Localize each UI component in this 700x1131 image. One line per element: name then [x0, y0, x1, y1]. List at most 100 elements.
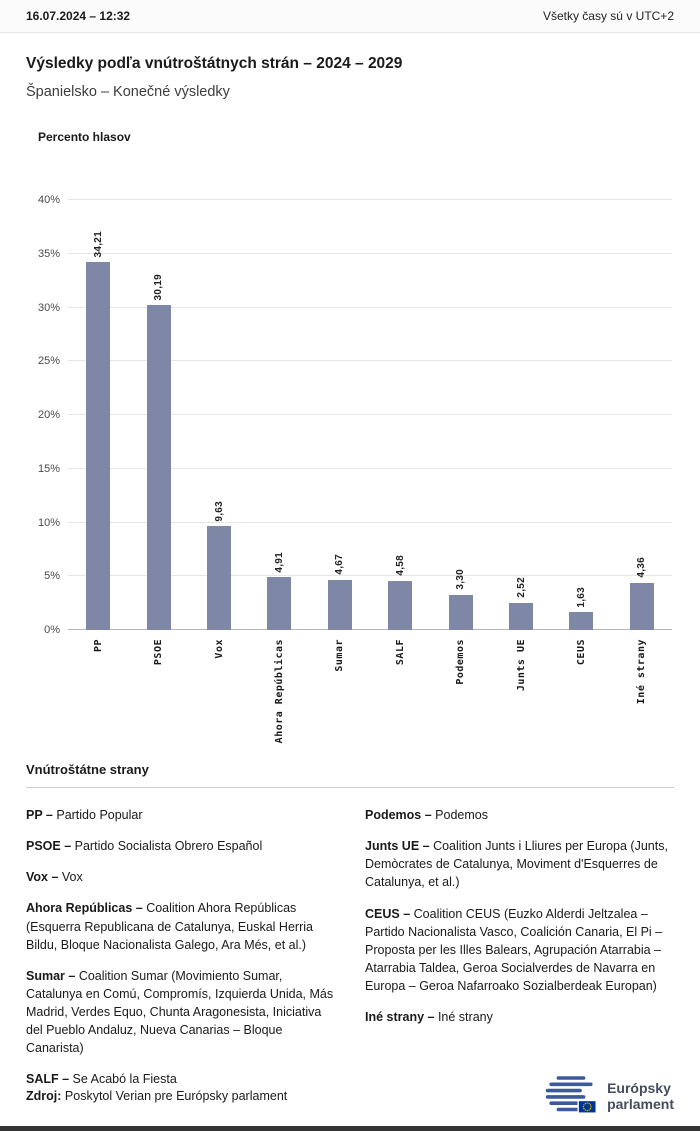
legend-item: Vox – Vox	[26, 870, 83, 885]
source-label: Zdroj:	[26, 1089, 62, 1103]
ep-logo-text: Európsky parlament	[607, 1080, 674, 1112]
chart-plot-area: 0% 5% 10% 15% 20% 25% 30% 35% 40% 34,21 30,19 9,63…	[26, 194, 674, 636]
legend-item: Junts UE – Coalition Junts i Lliures per…	[365, 839, 668, 890]
bar	[388, 580, 413, 630]
y-tick-label: 5%	[44, 570, 60, 583]
report-datetime: 16.07.2024 – 12:32	[26, 9, 131, 23]
timezone-note: Všetky časy sú v UTC+2	[542, 9, 674, 23]
bar-column: 34,21	[68, 200, 128, 630]
x-label-cell: PP	[68, 630, 128, 748]
legend-column-left: PP – Partido Popular PSOE – Partido Socia…	[26, 806, 335, 1102]
gridline	[68, 360, 672, 362]
gridline	[68, 306, 672, 308]
x-axis-label: CEUS	[575, 639, 587, 666]
y-tick-label: 40%	[37, 194, 60, 206]
y-tick-label: 25%	[37, 355, 60, 368]
bar-value-label: 2,52	[515, 577, 527, 598]
legend-item: PSOE – Partido Socialista Obrero Español	[26, 839, 263, 854]
x-axis-label: Junts UE	[515, 639, 527, 692]
x-axis-labels: PP PSOE Vox Ahora Repúblicas Sumar SALF Podemo…	[68, 630, 672, 748]
bar	[86, 262, 111, 630]
header-bar: 16.07.2024 – 12:32 Všetky časy sú v UTC+…	[0, 0, 700, 33]
x-label-cell: CEUS	[551, 630, 611, 748]
bar-column: 4,67	[310, 200, 370, 630]
ep-logo-text-line1: Európsky	[607, 1079, 671, 1096]
x-label-cell: SALF	[370, 630, 430, 748]
footer: Zdroj: Poskytol Verian pre Európsky parl…	[26, 1073, 674, 1119]
gridline	[68, 629, 672, 630]
bar-column: 2,52	[491, 200, 551, 630]
bar-value-label: 3,30	[455, 568, 467, 590]
legend-item: Iné strany – Iné strany	[365, 1010, 493, 1025]
x-axis-label: PSOE	[153, 639, 165, 666]
european-parliament-logo: Európsky parlament	[544, 1073, 674, 1119]
party-legend: Vnútroštátne strany PP – Partido Popular…	[26, 762, 674, 1102]
bar-column: 4,58	[370, 200, 430, 630]
gridline	[68, 199, 672, 200]
x-label-cell: Vox	[189, 630, 249, 748]
bar	[146, 305, 171, 630]
main-content: Výsledky podľa vnútroštátnych strán – 20…	[0, 55, 700, 1102]
bar	[448, 594, 473, 630]
x-axis-label: Podemos	[455, 639, 467, 685]
legend-item: Podemos – Podemos	[365, 808, 488, 822]
page-subtitle: Španielsko – Konečné výsledky	[26, 84, 230, 100]
bar	[629, 583, 654, 630]
bar-value-label: 4,58	[394, 555, 406, 576]
x-axis-label: PP	[92, 639, 104, 653]
x-axis-label: Sumar	[334, 639, 346, 672]
x-axis-label: Vox	[213, 639, 225, 659]
bar-column: 4,91	[249, 200, 309, 630]
x-axis-label: Ahora Repúblicas	[273, 639, 285, 744]
y-tick-label: 30%	[37, 301, 60, 314]
bottom-bar	[0, 1126, 700, 1131]
gridline	[68, 252, 672, 254]
gridline	[68, 414, 672, 415]
legend-item: Sumar – Coalition Sumar (Movimiento Suma…	[26, 968, 334, 1056]
legend-divider	[26, 787, 674, 788]
y-tick-label: 10%	[37, 516, 60, 529]
x-label-cell: Junts UE	[491, 630, 551, 748]
y-tick-label: 35%	[37, 247, 60, 260]
legend-item: PP – Partido Popular	[26, 808, 143, 822]
y-axis: 0% 5% 10% 15% 20% 25% 30% 35% 40%	[26, 194, 68, 636]
ep-logo-text-line2: parlament	[607, 1096, 674, 1112]
legend-item: Ahora Repúblicas – Coalition Ahora Repúb…	[26, 901, 313, 952]
bar-value-label: 4,36	[636, 557, 648, 579]
x-label-cell: Iné strany	[612, 630, 672, 748]
bar-columns: 34,21 30,19 9,63 4,91 4,67 4,58 3,30 2,52 1,63 4,…	[68, 200, 672, 630]
x-label-cell: Sumar	[310, 630, 370, 748]
x-axis-label: Iné strany	[636, 639, 648, 705]
bar	[509, 602, 534, 630]
eu-flag-icon	[577, 1099, 597, 1114]
bar-value-label: 34,21	[92, 230, 104, 258]
y-tick-label: 20%	[37, 409, 60, 421]
x-axis-label: SALF	[394, 639, 406, 666]
plot-region: 34,21 30,19 9,63 4,91 4,67 4,58 3,30 2,52 1,63 4,…	[68, 199, 672, 630]
bar-value-label: 30,19	[153, 273, 165, 301]
bar	[207, 526, 232, 630]
bar-column: 30,19	[128, 200, 188, 630]
bar-value-label: 4,67	[334, 554, 346, 575]
page-title: Výsledky podľa vnútroštátnych strán – 20…	[26, 55, 403, 72]
bar	[327, 579, 352, 630]
gridline	[68, 575, 672, 577]
bar-column: 1,63	[551, 200, 611, 630]
gridline	[68, 467, 672, 469]
legend-item: SALF – Se Acabó la Fiesta	[26, 1072, 177, 1087]
source-line: Zdroj: Poskytol Verian pre Európsky parl…	[26, 1089, 287, 1103]
bar-column: 3,30	[430, 200, 490, 630]
bar-column: 4,36	[612, 200, 672, 630]
bar-value-label: 9,63	[213, 500, 225, 522]
ep-hemicycle-icon	[545, 1076, 597, 1114]
x-label-cell: PSOE	[128, 630, 188, 748]
legend-column-right: Podemos – Podemos Junts UE – Coalition Ju…	[365, 806, 674, 1102]
y-tick-label: 15%	[37, 462, 60, 475]
x-label-cell: Podemos	[430, 630, 490, 748]
legend-item: CEUS – Coalition CEUS (Euzko Alderdi Jel…	[365, 906, 663, 994]
bar-column: 9,63	[189, 200, 249, 630]
x-label-cell: Ahora Repúblicas	[249, 630, 309, 748]
gridline	[68, 521, 672, 523]
bar	[267, 577, 292, 630]
bar-value-label: 1,63	[575, 586, 587, 608]
